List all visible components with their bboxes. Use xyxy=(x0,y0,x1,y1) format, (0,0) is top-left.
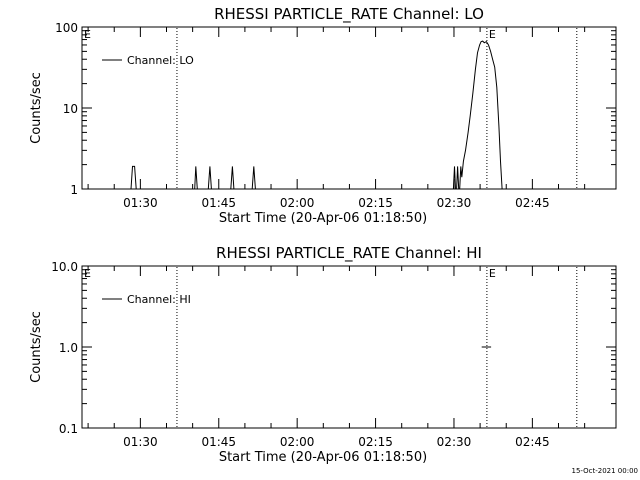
event-marker: E xyxy=(489,267,496,280)
lo-channel-panel: RHESSI PARTICLE_RATE Channel: LO 1 10 100 01… xyxy=(29,5,617,226)
y-tick-label: 10 xyxy=(63,102,78,116)
y-tick-label: 10.0 xyxy=(51,260,78,274)
x-tick-label: 02:00 xyxy=(280,435,315,449)
data-series-line xyxy=(130,40,549,190)
event-marker: E xyxy=(489,28,496,41)
x-tick-label: 02:15 xyxy=(358,435,393,449)
x-tick-label: 02:45 xyxy=(515,196,550,210)
chart-title: RHESSI PARTICLE_RATE Channel: LO xyxy=(214,5,484,24)
y-tick-label: 1 xyxy=(70,183,78,197)
y-tick-label: 0.1 xyxy=(59,422,78,436)
chart-title: RHESSI PARTICLE_RATE Channel: HI xyxy=(216,244,482,263)
x-tick-label: 02:30 xyxy=(437,196,472,210)
legend-label: Channel: HI xyxy=(127,293,191,306)
x-axis-title: Start Time (20-Apr-06 01:18:50) xyxy=(219,450,427,465)
event-marker: E xyxy=(84,267,91,280)
hi-channel-panel: RHESSI PARTICLE_RATE Channel: HI 0.1 1.0 10… xyxy=(29,244,617,465)
x-tick-label: 02:15 xyxy=(358,196,393,210)
legend-label: Channel: LO xyxy=(127,54,194,67)
x-tick-label: 02:00 xyxy=(280,196,315,210)
y-tick-label: 100 xyxy=(55,21,78,35)
y-axis-title: Counts/sec xyxy=(29,311,44,383)
y-axis-title: Counts/sec xyxy=(29,72,44,144)
x-axis-title: Start Time (20-Apr-06 01:18:50) xyxy=(219,211,427,226)
x-tick-label: 01:30 xyxy=(123,435,158,449)
plot-frame xyxy=(81,265,617,429)
x-tick-label: 01:45 xyxy=(201,435,236,449)
event-marker: E xyxy=(84,28,91,41)
x-tick-label: 02:45 xyxy=(515,435,550,449)
footer-timestamp: 15-Oct-2021 00:00 xyxy=(572,467,638,475)
x-tick-label: 02:30 xyxy=(437,435,472,449)
plot-frame xyxy=(81,26,617,190)
x-tick-label: 01:30 xyxy=(123,196,158,210)
x-tick-label: 01:45 xyxy=(201,196,236,210)
y-tick-label: 1.0 xyxy=(59,341,78,355)
